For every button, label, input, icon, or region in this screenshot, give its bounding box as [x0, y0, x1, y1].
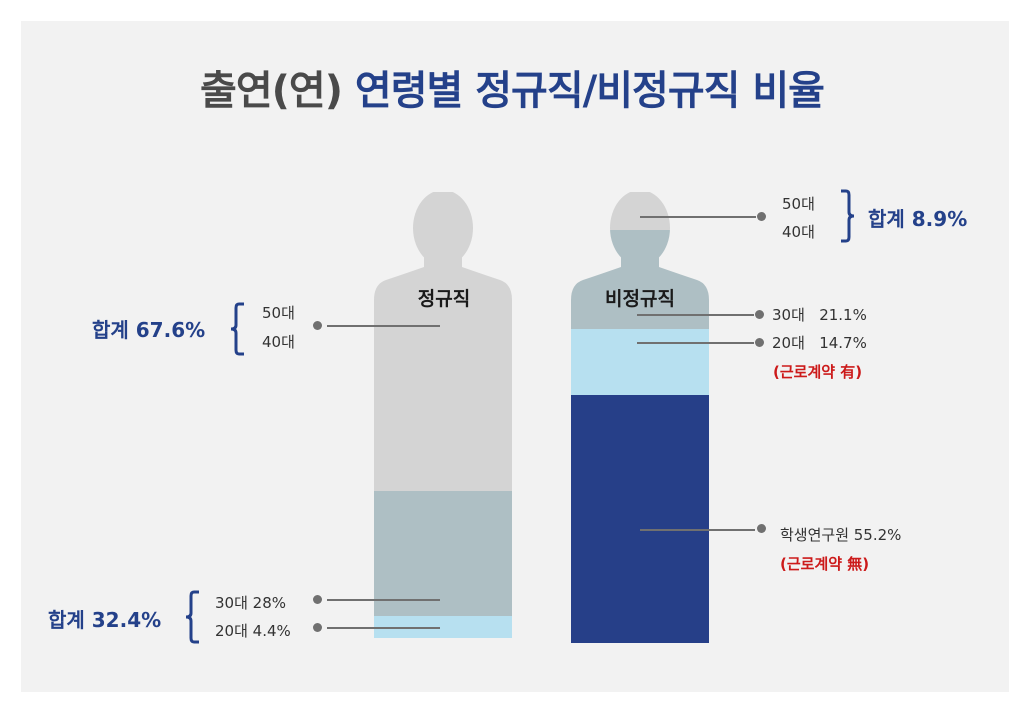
regular-lower-sum: 합계 32.4%: [48, 608, 162, 632]
title-org: 출연(연): [200, 68, 343, 114]
regular-20-dot: [313, 623, 322, 632]
left-brace-icon: [228, 302, 248, 360]
nonregular-30-label: 30대 21.1%: [772, 306, 867, 324]
nonregular-top-line1: 50대: [782, 195, 815, 213]
chart-panel: [21, 21, 1009, 692]
chart-title: 출연(연) 연령별 정규직/비정규직 비율: [0, 58, 1024, 116]
contract-yes-note: (근로계약 有): [773, 363, 863, 381]
regular-upper-dot: [313, 321, 322, 330]
regular-lower-line2: 20대 4.4%: [215, 622, 291, 640]
nonregular-20-dot: [755, 338, 764, 347]
student-dot: [757, 524, 766, 533]
right-brace-icon: [837, 189, 857, 247]
regular-label: 정규직: [417, 288, 471, 310]
student-leader: [640, 529, 755, 531]
nonregular-top-line2: 40대: [782, 223, 815, 241]
nonregular-top-dot: [757, 212, 766, 221]
nonregular-20-leader: [637, 342, 754, 344]
nonregular-label: 비정규직: [605, 288, 675, 310]
student-label: 학생연구원 55.2%: [780, 526, 902, 544]
nonregular-30-dot: [755, 310, 764, 319]
regular-30-leader: [327, 599, 440, 601]
regular-lower-line1: 30대 28%: [215, 594, 286, 612]
regular-30-dot: [313, 595, 322, 604]
regular-20-leader: [327, 627, 440, 629]
nonregular-20-label: 20대 14.7%: [772, 334, 867, 352]
regular-upper-line2: 40대: [262, 333, 295, 351]
nonregular-top-leader: [640, 216, 756, 218]
regular-upper-leader: [327, 325, 440, 327]
nonregular-top-sum: 합계 8.9%: [868, 207, 968, 231]
nonregular-30-leader: [637, 314, 754, 316]
title-main: 연령별 정규직/비정규직 비율: [354, 68, 825, 114]
regular-figure: [374, 192, 514, 640]
nonregular-figure: [570, 192, 710, 644]
left-brace-icon: [183, 590, 203, 648]
contract-no-note: (근로계약 無): [780, 555, 870, 573]
regular-upper-line1: 50대: [262, 304, 295, 322]
regular-upper-sum: 합계 67.6%: [92, 318, 206, 342]
